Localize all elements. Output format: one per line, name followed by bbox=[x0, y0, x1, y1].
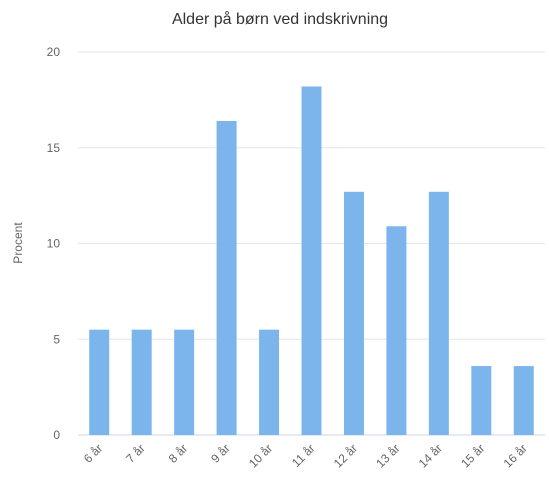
bar bbox=[428, 191, 449, 435]
x-tick-label: 6 år bbox=[81, 441, 106, 466]
y-tick-label: 15 bbox=[47, 141, 61, 155]
bar bbox=[471, 366, 492, 435]
y-tick-label: 20 bbox=[47, 45, 61, 59]
bar bbox=[89, 329, 110, 435]
x-tick-label: 14 år bbox=[416, 441, 445, 470]
x-tick-label: 13 år bbox=[373, 441, 402, 470]
y-tick-label: 0 bbox=[53, 428, 60, 442]
y-tick-label: 10 bbox=[47, 237, 61, 251]
x-tick-label: 11 år bbox=[289, 441, 318, 470]
x-tick-label: 8 år bbox=[166, 441, 191, 466]
x-tick-label: 12 år bbox=[331, 441, 360, 470]
y-tick-label: 5 bbox=[53, 332, 60, 346]
bar bbox=[216, 120, 237, 435]
bar bbox=[386, 226, 407, 435]
bar bbox=[513, 366, 534, 435]
chart-title: Alder på børn ved indskrivning bbox=[172, 10, 388, 28]
x-tick-label: 16 år bbox=[501, 441, 530, 470]
bar bbox=[343, 191, 364, 435]
bar bbox=[259, 329, 280, 435]
x-tick-label: 10 år bbox=[246, 441, 275, 470]
y-axis-label: Procent bbox=[11, 222, 25, 264]
x-tick-label: 9 år bbox=[208, 441, 233, 466]
bar bbox=[301, 86, 322, 435]
bar bbox=[131, 329, 152, 435]
bar bbox=[174, 329, 195, 435]
x-tick-label: 15 år bbox=[458, 441, 487, 470]
x-tick-label: 7 år bbox=[123, 441, 148, 466]
